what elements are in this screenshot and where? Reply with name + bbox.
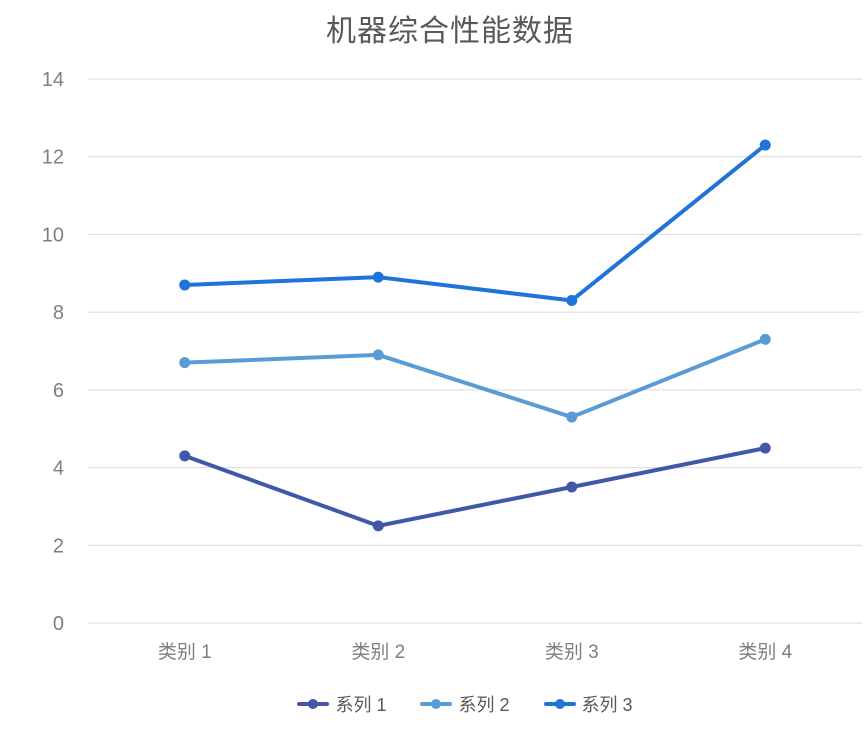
data-point (372, 520, 384, 532)
x-tick-label: 类别 3 (545, 641, 599, 663)
data-point (566, 481, 578, 493)
data-point (759, 333, 771, 345)
series-line (182, 337, 768, 420)
legend-label: 系列 3 (581, 695, 633, 715)
series-line (182, 143, 768, 303)
data-point (759, 442, 771, 454)
y-tick-label: 12 (42, 147, 64, 169)
data-point (372, 271, 384, 283)
chart-title: 机器综合性能数据 (326, 15, 574, 48)
x-tick-label: 类别 2 (351, 641, 405, 663)
y-tick-label: 0 (53, 613, 64, 635)
data-point (759, 139, 771, 151)
x-tick-label: 类别 4 (738, 641, 792, 663)
x-tick-label: 类别 1 (158, 641, 212, 663)
data-point (372, 349, 384, 361)
data-point (566, 411, 578, 423)
data-point (179, 450, 191, 462)
data-point (566, 294, 578, 306)
data-point (179, 357, 191, 369)
series-line (182, 446, 768, 528)
plot-area: 0 2 4 6 8 10 12 14 类别 1 类别 2 类别 3 类别 4 (42, 69, 862, 663)
legend-label: 系列 1 (335, 695, 387, 715)
legend-item: 系列 2 (420, 691, 510, 717)
y-tick-label: 4 (53, 458, 64, 480)
legend-line-dot-icon (420, 698, 453, 710)
legend-label: 系列 2 (458, 695, 510, 715)
y-tick-label: 8 (53, 302, 64, 324)
y-tick-label: 10 (42, 224, 64, 246)
legend-item: 系列 1 (297, 691, 386, 717)
legend: 系列 1 系列 2 系列 3 (65, 691, 865, 717)
legend-line-dot-icon (297, 698, 330, 710)
data-point (179, 279, 191, 291)
y-tick-label: 6 (53, 380, 64, 402)
legend-item: 系列 3 (543, 691, 633, 717)
y-tick-label: 2 (53, 535, 64, 557)
y-tick-label: 14 (42, 69, 64, 91)
legend-line-dot-icon (543, 698, 576, 710)
